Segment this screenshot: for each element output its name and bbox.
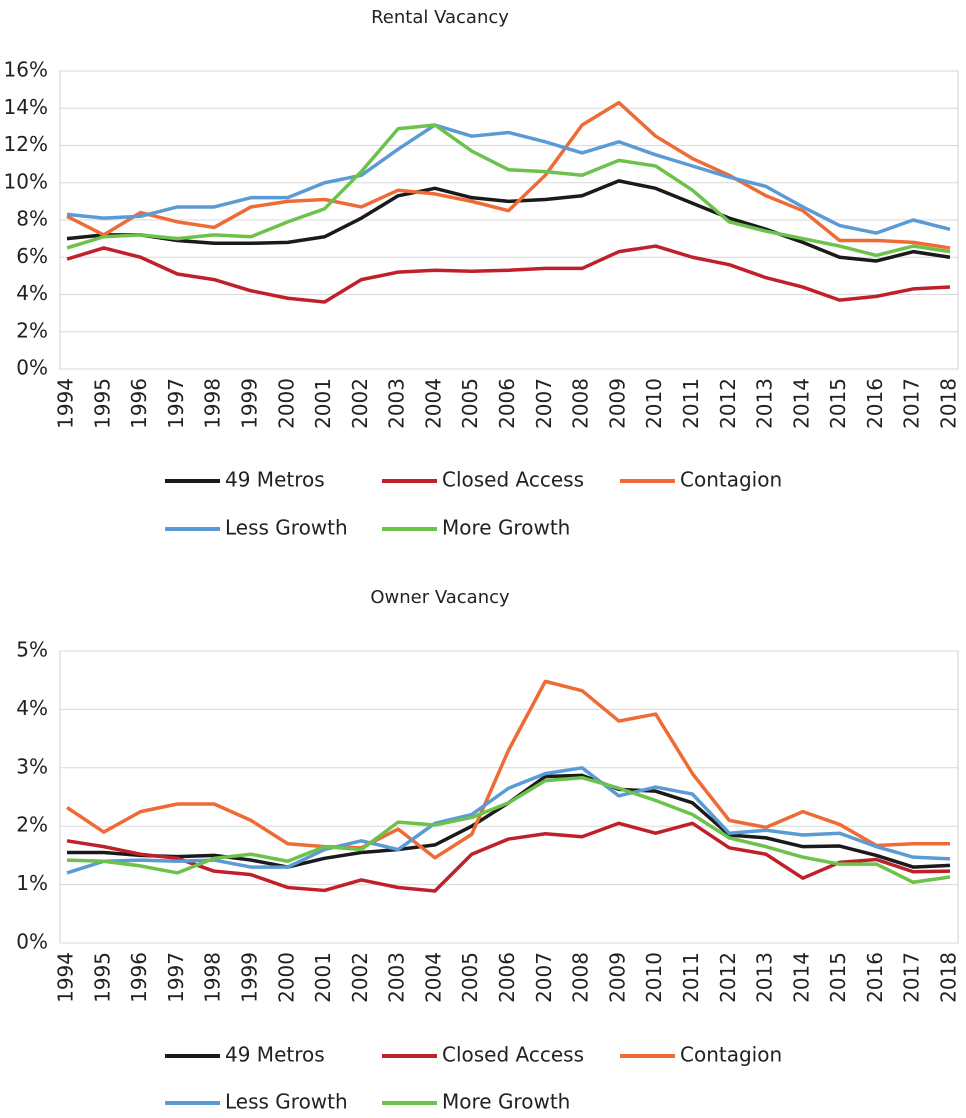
legend-label: Closed Access [442, 468, 584, 492]
y-tick-label: 16% [4, 58, 48, 82]
x-tick-label: 2017 [900, 952, 924, 1003]
x-tick-label: 1994 [54, 952, 78, 1003]
legend-label: Contagion [680, 468, 782, 492]
x-tick-label: 2018 [937, 952, 961, 1003]
y-tick-label: 0% [16, 356, 48, 380]
y-tick-label: 2% [16, 813, 48, 837]
y-tick-label: 12% [4, 132, 48, 156]
y-tick-label: 8% [16, 207, 48, 231]
x-tick-label: 2010 [642, 378, 666, 429]
x-tick-label: 2000 [274, 378, 298, 429]
x-tick-label: 2001 [311, 952, 335, 1003]
x-tick-label: 2016 [863, 952, 887, 1003]
x-tick-label: 2003 [385, 952, 409, 1003]
legend-label: 49 Metros [225, 1043, 325, 1067]
y-tick-label: 5% [16, 638, 48, 662]
x-tick-label: 2017 [900, 378, 924, 429]
x-tick-label: 2005 [458, 952, 482, 1003]
x-tick-label: 2007 [532, 952, 556, 1003]
x-tick-label: 2018 [937, 378, 961, 429]
y-tick-label: 4% [16, 281, 48, 305]
x-tick-label: 2014 [789, 378, 813, 429]
x-tick-label: 2002 [348, 378, 372, 429]
legend-label: Less Growth [225, 1090, 348, 1114]
x-tick-label: 1998 [201, 378, 225, 429]
x-tick-label: 1996 [127, 378, 151, 429]
x-tick-label: 2012 [716, 378, 740, 429]
series-line [66, 100, 951, 250]
x-tick-label: 2004 [421, 378, 445, 429]
x-tick-label: 2004 [421, 952, 445, 1003]
x-tick-label: 2011 [679, 378, 703, 429]
x-tick-label: 1994 [54, 378, 78, 429]
x-tick-label: 1999 [237, 378, 261, 429]
legend-label: Contagion [680, 1043, 782, 1067]
x-tick-label: 2006 [495, 952, 519, 1003]
legend-label: More Growth [442, 1090, 570, 1114]
chart-title: Owner Vacancy [370, 587, 510, 608]
x-tick-label: 2016 [863, 378, 887, 429]
legend-label: More Growth [442, 516, 570, 540]
plot-border [59, 650, 959, 944]
series-line [66, 179, 951, 263]
series-line [66, 123, 951, 235]
legend-label: Less Growth [225, 516, 348, 540]
series-line [66, 244, 951, 304]
x-tick-label: 2000 [274, 952, 298, 1003]
x-tick-label: 2009 [605, 952, 629, 1003]
y-tick-label: 10% [4, 169, 48, 193]
x-tick-label: 2002 [348, 952, 372, 1003]
x-tick-label: 2011 [679, 952, 703, 1003]
x-tick-label: 2006 [495, 378, 519, 429]
x-tick-label: 2013 [753, 378, 777, 429]
y-tick-label: 14% [4, 95, 48, 119]
y-tick-label: 0% [16, 930, 48, 954]
series-line [66, 821, 951, 893]
x-tick-label: 2014 [789, 952, 813, 1003]
x-tick-label: 1995 [90, 952, 114, 1003]
x-tick-label: 1998 [201, 952, 225, 1003]
x-tick-label: 1999 [237, 952, 261, 1003]
y-tick-label: 2% [16, 318, 48, 342]
x-tick-label: 2005 [458, 378, 482, 429]
x-tick-label: 2008 [569, 952, 593, 1003]
x-tick-label: 2015 [826, 378, 850, 429]
x-tick-label: 1997 [164, 952, 188, 1003]
x-tick-label: 2012 [716, 952, 740, 1003]
x-tick-label: 1996 [127, 952, 151, 1003]
series-line [66, 123, 951, 258]
chart-title: Rental Vacancy [371, 7, 509, 28]
x-tick-label: 2010 [642, 952, 666, 1003]
legend-label: Closed Access [442, 1043, 584, 1067]
x-tick-label: 2009 [605, 378, 629, 429]
legend-label: 49 Metros [225, 468, 325, 492]
series-line [66, 775, 951, 885]
x-tick-label: 2001 [311, 378, 335, 429]
x-tick-label: 2008 [569, 378, 593, 429]
x-tick-label: 1997 [164, 378, 188, 429]
y-tick-label: 6% [16, 244, 48, 268]
y-tick-label: 4% [16, 696, 48, 720]
y-tick-label: 3% [16, 754, 48, 778]
x-tick-label: 1995 [90, 378, 114, 429]
x-tick-label: 2003 [385, 378, 409, 429]
series-line [66, 679, 950, 860]
x-tick-label: 2013 [753, 952, 777, 1003]
x-tick-label: 2015 [826, 952, 850, 1003]
x-tick-label: 2007 [532, 378, 556, 429]
y-tick-label: 1% [16, 871, 48, 895]
